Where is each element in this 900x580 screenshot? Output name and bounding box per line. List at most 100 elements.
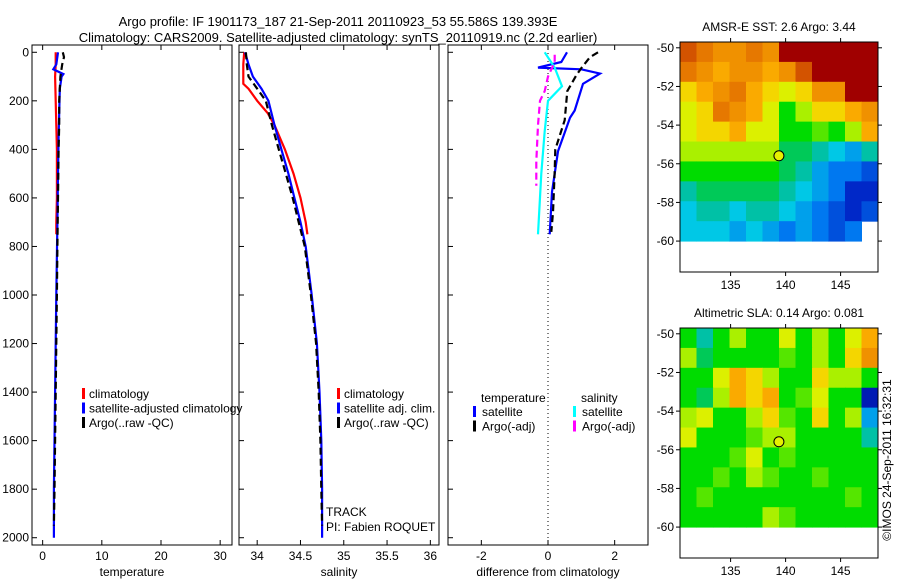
heatmap-cell bbox=[779, 42, 796, 63]
heatmap-cell bbox=[861, 467, 879, 488]
heatmap-cell bbox=[762, 347, 780, 369]
heatmap-cell bbox=[795, 141, 813, 162]
heatmap-cell bbox=[746, 467, 763, 488]
plot-frame bbox=[31, 44, 233, 546]
heatmap-cell bbox=[779, 161, 796, 182]
heatmap-cell bbox=[861, 201, 879, 222]
legend-swatch bbox=[337, 388, 340, 399]
heatmap-cell bbox=[779, 507, 796, 528]
series-line-salinity-argo-adj- bbox=[535, 54, 556, 186]
heatmap-cell bbox=[729, 328, 747, 349]
heatmap-cell bbox=[812, 367, 829, 389]
heatmap-cell bbox=[696, 328, 714, 349]
heatmap-cell bbox=[713, 121, 730, 143]
y-tick-label: -58 bbox=[657, 481, 675, 495]
heatmap-cell bbox=[746, 427, 763, 448]
heatmap-cell bbox=[779, 387, 796, 409]
pi-label: PI: Fabien ROQUET bbox=[326, 520, 436, 534]
heatmap-cell bbox=[812, 427, 829, 448]
heatmap-cell bbox=[680, 81, 697, 103]
series-line-salinity-satellite bbox=[536, 51, 564, 235]
heatmap-cell bbox=[812, 507, 829, 528]
y-tick-label: -56 bbox=[657, 157, 675, 171]
heatmap-cell bbox=[762, 221, 780, 242]
y-tick-label: 600 bbox=[9, 191, 29, 205]
heatmap-cell bbox=[762, 467, 780, 488]
heatmap-cell bbox=[845, 328, 862, 349]
profile-panel-3: -2 0 2 difference from climatology temperatu… bbox=[447, 44, 649, 579]
heatmap-cell bbox=[746, 487, 763, 508]
heatmap-cell bbox=[812, 81, 829, 103]
legend-entry: satellite-adjusted climatology bbox=[89, 402, 242, 416]
heatmap-cell bbox=[845, 347, 862, 369]
heatmap-cell bbox=[713, 161, 730, 182]
legend-heading: temperature bbox=[481, 391, 546, 405]
heatmap-cell bbox=[845, 161, 862, 182]
heatmap-cell bbox=[795, 42, 813, 63]
series-line-climatology bbox=[242, 52, 309, 235]
legend-entry: satellite bbox=[482, 405, 523, 419]
heatmap-cell bbox=[696, 181, 714, 202]
heatmap-cell bbox=[762, 447, 780, 468]
x-tick-label: 35.5 bbox=[375, 549, 399, 563]
y-tick-label: -54 bbox=[657, 404, 675, 418]
heatmap-cell bbox=[762, 507, 780, 528]
heatmap-cell bbox=[861, 61, 879, 83]
heatmap-cell bbox=[812, 201, 829, 222]
heatmap-cell bbox=[795, 347, 813, 369]
heatmap-cell bbox=[729, 221, 747, 242]
legend-swatch bbox=[473, 420, 476, 432]
heatmap-cell bbox=[812, 328, 829, 349]
heatmap-cell bbox=[828, 427, 846, 448]
series-line-argo-raw-qc- bbox=[244, 52, 324, 526]
heatmap-cell bbox=[861, 141, 879, 162]
heatmap-cell bbox=[729, 141, 747, 162]
heatmap-cell bbox=[828, 221, 846, 242]
y-tick-label: 1200 bbox=[2, 337, 29, 351]
y-tick-label: 1000 bbox=[2, 288, 29, 302]
heatmap-cell bbox=[729, 347, 747, 369]
heatmap-cell bbox=[696, 201, 714, 222]
heatmap-cell bbox=[680, 367, 697, 389]
heatmap-cell bbox=[779, 328, 796, 349]
heatmap-cell bbox=[729, 387, 747, 409]
legend-entry: satellite bbox=[582, 405, 623, 419]
heatmap-cell bbox=[861, 42, 879, 63]
heatmap-cell bbox=[713, 347, 730, 369]
heatmap-cell bbox=[845, 467, 862, 488]
heatmap-cell bbox=[713, 221, 730, 242]
figure-title-line1: Argo profile: IF 1901173_187 21-Sep-2011… bbox=[119, 14, 558, 29]
heatmap-cell bbox=[828, 141, 846, 162]
heatmap-cell bbox=[729, 487, 747, 508]
heatmap-cell bbox=[845, 42, 862, 63]
heatmap-cell bbox=[779, 487, 796, 508]
y-tick-label: 400 bbox=[9, 142, 29, 156]
heatmap-cell bbox=[680, 181, 697, 202]
heatmap-cell bbox=[729, 427, 747, 448]
heatmap-cell bbox=[680, 328, 697, 349]
heatmap-cell bbox=[696, 487, 714, 508]
heatmap-cell bbox=[795, 201, 813, 222]
heatmap-cell bbox=[696, 161, 714, 182]
heatmap-cell bbox=[729, 201, 747, 222]
profile-panel-1: 0 10 20 30 0 200 400 600 800 1000 1200 1400 1600 1800… bbox=[2, 44, 242, 579]
heatmap-cell bbox=[746, 328, 763, 349]
heatmap-cell bbox=[812, 61, 829, 83]
heatmap-cell bbox=[779, 221, 796, 242]
heatmap-cell bbox=[746, 61, 763, 83]
legend-heading: salinity bbox=[581, 391, 618, 405]
heatmap-cell bbox=[861, 487, 879, 508]
x-tick-label: 0 bbox=[39, 549, 46, 563]
heatmap-cell bbox=[713, 367, 730, 389]
x-tick-label: 34.5 bbox=[289, 549, 313, 563]
heatmap-cell bbox=[861, 101, 879, 123]
heatmap-cell bbox=[762, 407, 780, 429]
heatmap-cell bbox=[828, 161, 846, 182]
heatmap-cell bbox=[795, 467, 813, 488]
heatmap-cell bbox=[746, 221, 763, 242]
legend-swatch bbox=[82, 417, 85, 428]
heatmap-cell bbox=[795, 181, 813, 202]
heatmap-cell bbox=[812, 467, 829, 488]
y-tick-label: -52 bbox=[657, 365, 675, 379]
heatmap-cell bbox=[845, 447, 862, 468]
